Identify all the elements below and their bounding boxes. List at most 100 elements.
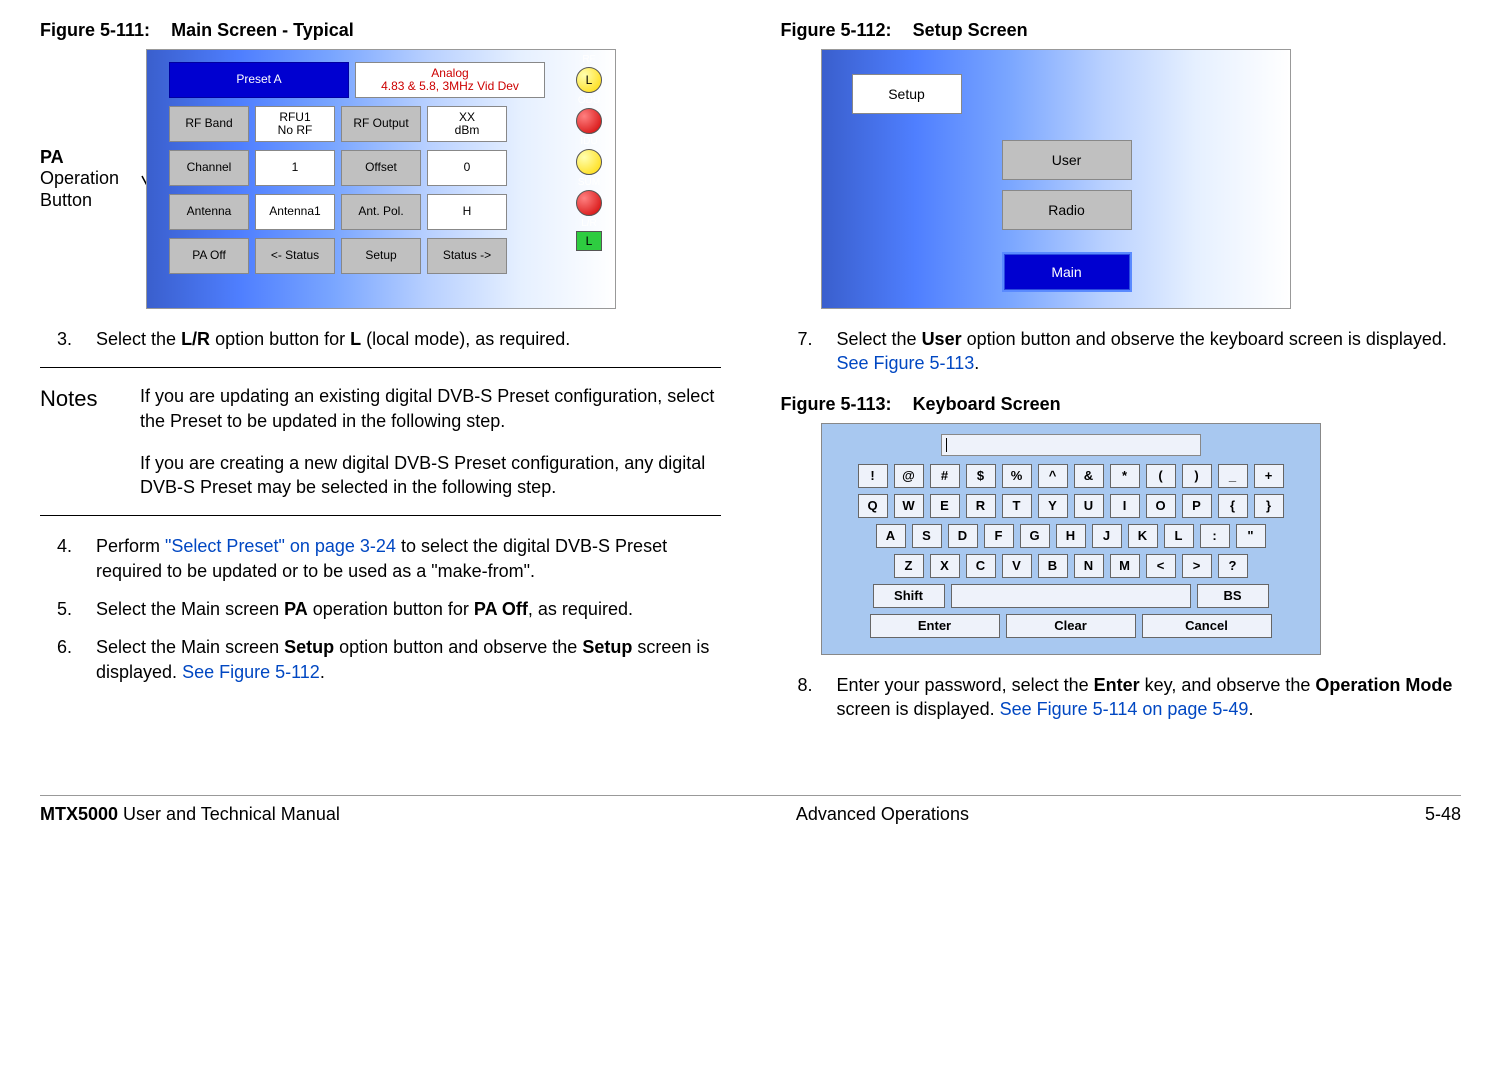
key-L[interactable]: L <box>1164 524 1194 548</box>
key-J[interactable]: J <box>1092 524 1122 548</box>
key-*[interactable]: * <box>1110 464 1140 488</box>
offset-value: 0 <box>427 150 507 186</box>
rfband-value: RFU1No RF <box>255 106 335 142</box>
divider-bottom <box>40 515 721 516</box>
fig112-txt: Setup Screen <box>913 20 1028 40</box>
analog-l2: 4.83 & 5.8, 3MHz Vid Dev <box>381 80 519 93</box>
step8-link[interactable]: See Figure 5-114 on page 5-49 <box>1000 699 1249 719</box>
antenna-value: Antenna1 <box>255 194 335 230</box>
key-+[interactable]: + <box>1254 464 1284 488</box>
key-:[interactable]: : <box>1200 524 1230 548</box>
step6-text: Select the Main screen Setup option butt… <box>96 635 721 684</box>
key-M[interactable]: M <box>1110 554 1140 578</box>
fig113-num: Figure 5-113: <box>781 394 892 414</box>
key-([interactable]: ( <box>1146 464 1176 488</box>
space-key[interactable] <box>951 584 1191 608</box>
keyboard-row6: Enter Clear Cancel <box>834 614 1308 638</box>
key-C[interactable]: C <box>966 554 996 578</box>
cancel-key[interactable]: Cancel <box>1142 614 1272 638</box>
step4-link[interactable]: "Select Preset" on page 3-24 <box>165 536 396 556</box>
key-_[interactable]: _ <box>1218 464 1248 488</box>
step7-link[interactable]: See Figure 5-113 <box>837 353 975 373</box>
clear-key[interactable]: Clear <box>1006 614 1136 638</box>
key-S[interactable]: S <box>912 524 942 548</box>
pa-off-button[interactable]: PA Off <box>169 238 249 274</box>
key-R[interactable]: R <box>966 494 996 518</box>
rfband-label[interactable]: RF Band <box>169 106 249 142</box>
notes-body: If you are updating an existing digital … <box>140 384 721 499</box>
key-B[interactable]: B <box>1038 554 1068 578</box>
key-F[interactable]: F <box>984 524 1014 548</box>
keyboard-screen: !@#$%^&*()_+ QWERTYUIOP{} ASDFGHJKL:" ZX… <box>821 423 1321 655</box>
key-D[interactable]: D <box>948 524 978 548</box>
key-@[interactable]: @ <box>894 464 924 488</box>
idu-label: IDU <box>580 136 597 147</box>
radio-button[interactable]: Radio <box>1002 190 1132 230</box>
key-U[interactable]: U <box>1074 494 1104 518</box>
rfoutput-label[interactable]: RF Output <box>341 106 421 142</box>
key-H[interactable]: H <box>1056 524 1086 548</box>
key-![interactable]: ! <box>858 464 888 488</box>
key->[interactable]: > <box>1182 554 1212 578</box>
notes-p1: If you are updating an existing digital … <box>140 384 721 433</box>
preset-button[interactable]: Preset A <box>169 62 349 98</box>
key-&[interactable]: & <box>1074 464 1104 488</box>
key-A[interactable]: A <box>876 524 906 548</box>
keyboard-input[interactable] <box>941 434 1201 456</box>
footer-right: 5-48 <box>1425 804 1461 825</box>
antpol-label[interactable]: Ant. Pol. <box>341 194 421 230</box>
odu-indicator <box>576 108 602 134</box>
fig112-title: Figure 5-112: Setup Screen <box>781 20 1462 41</box>
key-Q[interactable]: Q <box>858 494 888 518</box>
channel-label[interactable]: Channel <box>169 150 249 186</box>
key-$[interactable]: $ <box>966 464 996 488</box>
status-back-button[interactable]: <- Status <box>255 238 335 274</box>
key-{[interactable]: { <box>1218 494 1248 518</box>
key-W[interactable]: W <box>894 494 924 518</box>
key-"[interactable]: " <box>1236 524 1266 548</box>
fig111-txt: Main Screen - Typical <box>171 20 354 40</box>
setup-button[interactable]: Setup <box>341 238 421 274</box>
key-Y[interactable]: Y <box>1038 494 1068 518</box>
key-K[interactable]: K <box>1128 524 1158 548</box>
key-O[interactable]: O <box>1146 494 1176 518</box>
step3-num: 3. <box>40 327 72 351</box>
key-}[interactable]: } <box>1254 494 1284 518</box>
key-E[interactable]: E <box>930 494 960 518</box>
pa-operation-label: PA Operation Button <box>40 147 140 212</box>
notes-p2: If you are creating a new digital DVB-S … <box>140 451 721 500</box>
key-V[interactable]: V <box>1002 554 1032 578</box>
offset-label[interactable]: Offset <box>341 150 421 186</box>
antenna-label[interactable]: Antenna <box>169 194 249 230</box>
main-button[interactable]: Main <box>1002 252 1132 292</box>
step8-num: 8. <box>781 673 813 722</box>
key-%[interactable]: % <box>1002 464 1032 488</box>
key-^[interactable]: ^ <box>1038 464 1068 488</box>
enter-key[interactable]: Enter <box>870 614 1000 638</box>
key-P[interactable]: P <box>1182 494 1212 518</box>
key-?[interactable]: ? <box>1218 554 1248 578</box>
step4-num: 4. <box>40 534 72 583</box>
divider-top <box>40 367 721 368</box>
setup-screen: Setup User Radio Main <box>821 49 1291 309</box>
key-Z[interactable]: Z <box>894 554 924 578</box>
step7-text: Select the User option button and observ… <box>837 327 1462 376</box>
user-button[interactable]: User <box>1002 140 1132 180</box>
footer-left: MTX5000 User and Technical Manual <box>40 804 340 825</box>
key-X[interactable]: X <box>930 554 960 578</box>
lr-indicator[interactable]: L <box>576 231 602 251</box>
key-N[interactable]: N <box>1074 554 1104 578</box>
fig111-title: Figure 5-111: Main Screen - Typical <box>40 20 721 41</box>
key-<[interactable]: < <box>1146 554 1176 578</box>
key-T[interactable]: T <box>1002 494 1032 518</box>
status-column: RF L ODU IDU SUM L/R L <box>567 54 611 251</box>
key-#[interactable]: # <box>930 464 960 488</box>
key-I[interactable]: I <box>1110 494 1140 518</box>
odu-label: ODU <box>578 95 600 106</box>
step6-link[interactable]: See Figure 5-112 <box>182 662 320 682</box>
status-fwd-button[interactable]: Status -> <box>427 238 507 274</box>
key-)[interactable]: ) <box>1182 464 1212 488</box>
bs-key[interactable]: BS <box>1197 584 1269 608</box>
shift-key[interactable]: Shift <box>873 584 945 608</box>
key-G[interactable]: G <box>1020 524 1050 548</box>
